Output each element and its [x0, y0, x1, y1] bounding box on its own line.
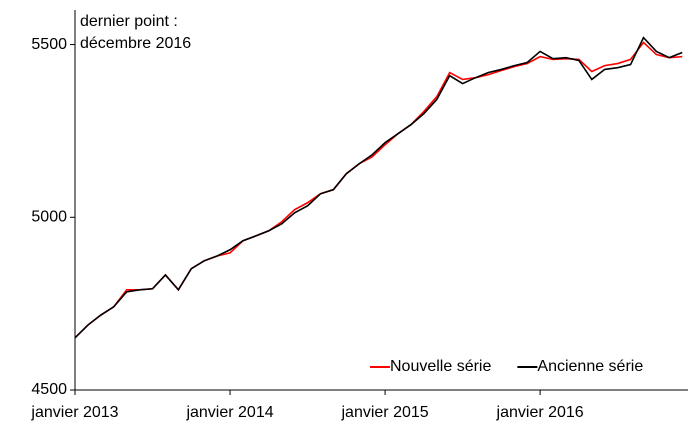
y-tick-label: 5000: [31, 208, 67, 225]
series-line: [74, 41, 683, 339]
x-tick-label: janvier 2015: [340, 404, 428, 421]
x-tick-label: janvier 2014: [185, 404, 273, 421]
x-tick-label: janvier 2013: [30, 404, 118, 421]
y-tick-label: 4500: [31, 381, 67, 398]
annotation: décembre 2016: [80, 35, 191, 52]
annotation: dernier point :: [80, 13, 178, 30]
legend-label: Ancienne série: [537, 358, 643, 375]
y-tick-label: 5500: [31, 36, 67, 53]
x-tick-label: janvier 2016: [496, 404, 584, 421]
legend-label: Nouvelle série: [390, 358, 491, 375]
series-line: [74, 36, 683, 339]
